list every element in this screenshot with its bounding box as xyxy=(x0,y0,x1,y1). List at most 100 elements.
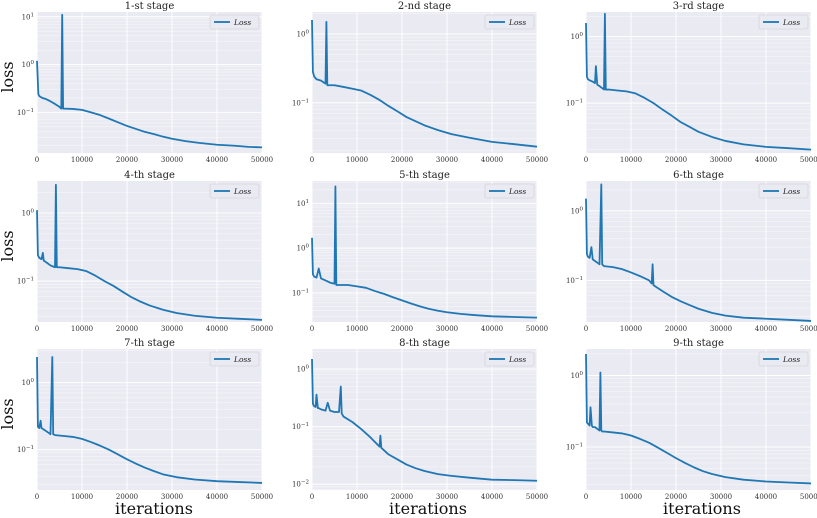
y-axis-label-row-2: loss xyxy=(0,230,17,261)
x-tick-label: 30000 xyxy=(436,156,458,164)
x-tick-label: 40000 xyxy=(481,325,503,333)
y-tick-label: 101 xyxy=(297,199,309,208)
y-tick-label: 10−1 xyxy=(292,288,309,297)
x-tick-label: 20000 xyxy=(391,493,413,501)
x-tick-label: 50000 xyxy=(800,493,817,501)
legend: Loss xyxy=(758,183,809,199)
x-tick-label: 50000 xyxy=(800,325,817,333)
y-tick-label: 100 xyxy=(22,209,35,218)
y-axis-label-row-3: loss xyxy=(0,398,17,429)
x-tick-label: 0 xyxy=(584,493,588,501)
x-tick-label: 10000 xyxy=(71,325,93,333)
x-tick-label: 10000 xyxy=(620,156,642,164)
minor-gridlines xyxy=(312,13,537,152)
minor-gridlines xyxy=(586,16,811,150)
x-tick-label: 50000 xyxy=(526,325,548,333)
subplot-3: 0 10000 20000 30000 40000 50000 10−1 100 3-rd st… xyxy=(566,1,817,164)
x-tick-label: 40000 xyxy=(206,156,228,164)
legend: Loss xyxy=(209,351,260,367)
y-tick-label: 10−1 xyxy=(17,277,34,286)
subplot-title: 5-th stage xyxy=(399,170,450,181)
y-tick-label: 10−2 xyxy=(292,480,309,489)
x-tick-label: 0 xyxy=(310,493,314,501)
minor-gridlines xyxy=(312,181,537,317)
x-tick-label: 10000 xyxy=(346,156,368,164)
loss-series-line xyxy=(36,13,263,149)
subplot-9: 0 10000 20000 30000 40000 50000 10−1 100 9-th st… xyxy=(566,338,817,501)
x-tick-label: 50000 xyxy=(526,156,548,164)
y-tick-label: 100 xyxy=(571,206,584,215)
x-tick-label: 50000 xyxy=(251,493,273,501)
x-tick-label: 30000 xyxy=(710,493,732,501)
subplot-title: 1-st stage xyxy=(125,1,175,12)
legend-label: Loss xyxy=(508,355,526,364)
legend-label: Loss xyxy=(782,187,800,196)
y-tick-label: 100 xyxy=(297,365,310,374)
x-tick-label: 10000 xyxy=(620,493,642,501)
loss-series-line xyxy=(36,183,263,321)
subplot-8: 0 10000 20000 30000 40000 50000 10−2 10−1 100 8-t… xyxy=(292,338,548,501)
x-tick-label: 30000 xyxy=(161,493,183,501)
x-tick-label: 30000 xyxy=(161,156,183,164)
x-tick-label: 30000 xyxy=(710,325,732,333)
x-tick-label: 0 xyxy=(35,493,39,501)
x-tick-label: 20000 xyxy=(116,156,138,164)
legend-label: Loss xyxy=(233,355,251,364)
legend-label: Loss xyxy=(782,355,800,364)
x-tick-label: 20000 xyxy=(116,325,138,333)
y-tick-label: 10−1 xyxy=(566,443,583,452)
loss-series-line xyxy=(311,358,538,482)
x-tick-label: 40000 xyxy=(481,156,503,164)
subplot-1: 0 10000 20000 30000 40000 50000 10−1 100 101 1-st… xyxy=(17,1,273,164)
x-tick-label: 0 xyxy=(584,325,588,333)
legend-box xyxy=(484,183,535,199)
loss-series-line xyxy=(36,356,263,484)
legend-box xyxy=(758,183,809,199)
x-tick-label: 0 xyxy=(584,156,588,164)
legend-label: Loss xyxy=(508,18,526,27)
x-tick-label: 20000 xyxy=(391,156,413,164)
x-tick-label: 30000 xyxy=(710,156,732,164)
subplot-7: 0 10000 20000 30000 40000 50000 10−1 100 7-th st… xyxy=(17,338,273,501)
y-tick-label: 10−1 xyxy=(17,445,34,454)
x-tick-label: 0 xyxy=(35,156,39,164)
legend-box xyxy=(209,14,260,30)
y-tick-label: 10−1 xyxy=(292,422,309,431)
legend-box xyxy=(484,351,535,367)
subplot-title: 2-nd stage xyxy=(398,1,451,12)
x-tick-label: 0 xyxy=(35,325,39,333)
subplot-4: 0 10000 20000 30000 40000 50000 10−1 100 4-th st… xyxy=(17,170,273,333)
plot-background xyxy=(37,181,262,322)
legend-box xyxy=(209,183,260,199)
subplot-title: 7-th stage xyxy=(124,338,175,349)
x-tick-label: 30000 xyxy=(436,493,458,501)
x-tick-label: 40000 xyxy=(755,493,777,501)
x-tick-label: 40000 xyxy=(206,493,228,501)
y-tick-label: 10−1 xyxy=(17,108,34,117)
x-tick-label: 50000 xyxy=(526,493,548,501)
loss-series-line xyxy=(585,183,812,322)
legend: Loss xyxy=(484,14,535,30)
legend-label: Loss xyxy=(233,187,251,196)
legend: Loss xyxy=(758,351,809,367)
plot-background xyxy=(37,349,262,490)
subplot-title: 6-th stage xyxy=(673,170,724,181)
y-tick-label: 100 xyxy=(571,32,584,41)
x-tick-label: 20000 xyxy=(665,493,687,501)
x-tick-label: 40000 xyxy=(481,493,503,501)
x-tick-label: 0 xyxy=(310,156,314,164)
plot-background xyxy=(37,12,262,153)
y-axis-label-row-1: loss xyxy=(0,61,17,92)
plot-background xyxy=(312,12,537,153)
x-axis-label-col-1: iterations xyxy=(115,499,193,518)
x-tick-label: 10000 xyxy=(346,493,368,501)
loss-series-line xyxy=(585,353,812,485)
y-tick-label: 100 xyxy=(297,244,310,253)
y-tick-label: 100 xyxy=(22,60,35,69)
legend-label: Loss xyxy=(508,187,526,196)
subplot-title: 3-rd stage xyxy=(673,1,725,12)
plot-background xyxy=(312,349,537,490)
y-tick-label: 10−1 xyxy=(566,99,583,108)
x-tick-label: 0 xyxy=(310,325,314,333)
